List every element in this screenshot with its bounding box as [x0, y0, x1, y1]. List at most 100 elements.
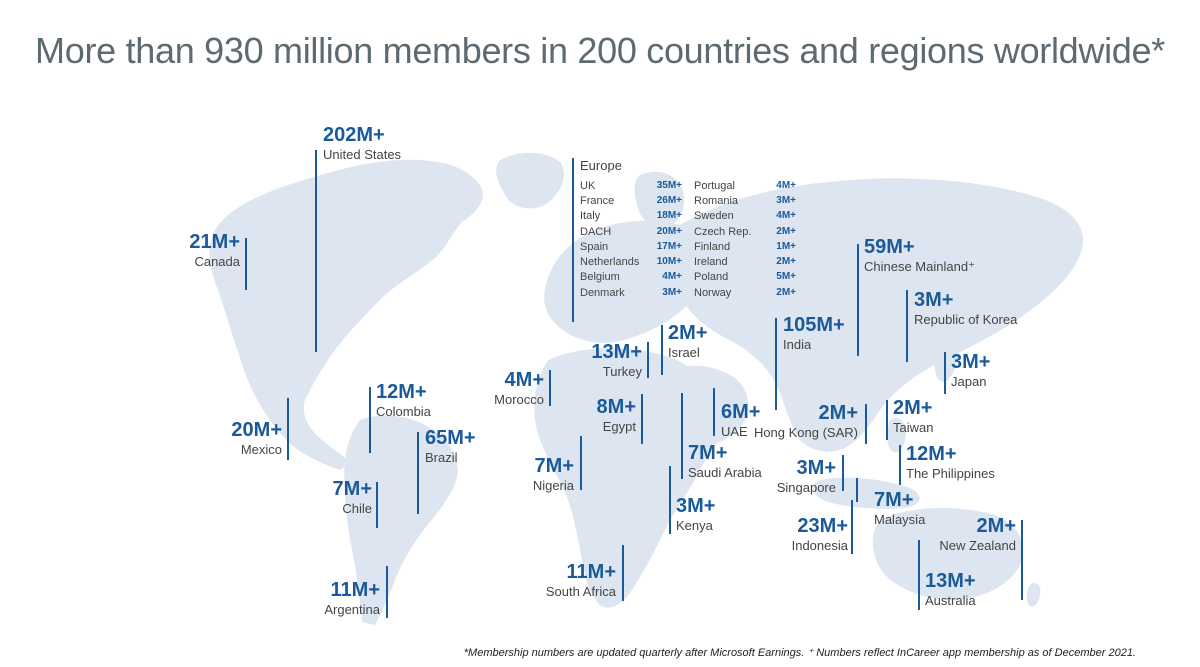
leader-uae [713, 388, 715, 436]
region-value: 21M+ [189, 231, 240, 253]
region-label-china: 59M+ Chinese Mainland⁺ [864, 237, 975, 273]
region-label-indonesia: 23M+ Indonesia [760, 516, 848, 552]
region-value: 59M+ [864, 236, 915, 258]
page-title: More than 930 million members in 200 cou… [35, 30, 1165, 71]
region-value: 2M+ [668, 322, 708, 344]
europe-value: 3M+ [776, 195, 796, 206]
region-name: UAE [721, 424, 748, 439]
europe-row: France 26M+ [580, 195, 690, 210]
europe-row: Ireland 2M+ [694, 256, 804, 271]
leader-morocco [549, 370, 551, 406]
region-name: Brazil [425, 450, 458, 465]
region-value: 8M+ [596, 396, 636, 418]
leader-south-africa [622, 545, 624, 601]
europe-value: 2M+ [776, 226, 796, 237]
region-name: India [783, 337, 812, 352]
region-value: 7M+ [332, 478, 372, 500]
europe-row: Czech Rep. 2M+ [694, 226, 804, 241]
leader-argentina [386, 566, 388, 618]
europe-country: Poland [694, 271, 729, 283]
region-label-hong-kong: 2M+ Hong Kong (SAR) [748, 403, 858, 439]
europe-row: Netherlands 10M+ [580, 256, 690, 271]
europe-country: Finland [694, 241, 731, 253]
europe-row: Portugal 4M+ [694, 180, 804, 195]
leader-europe [572, 158, 574, 322]
region-name: Chile [342, 501, 372, 516]
region-label-mexico: 20M+ Mexico [200, 420, 282, 456]
region-name: The Philippines [906, 466, 995, 481]
europe-country: Belgium [580, 271, 620, 283]
europe-value: 35M+ [656, 180, 682, 191]
region-name: Colombia [376, 404, 431, 419]
region-value: 3M+ [796, 457, 836, 479]
leader-egypt [641, 394, 643, 444]
region-value: 11M+ [330, 579, 380, 601]
europe-heading: Europe [580, 158, 622, 173]
region-name: Hong Kong (SAR) [753, 425, 858, 440]
region-value: 6M+ [721, 401, 761, 423]
leader-israel [661, 325, 663, 375]
region-label-philippines: 12M+ The Philippines [906, 444, 995, 480]
indonesia-landmass [813, 477, 920, 509]
region-label-united-states: 202M+ United States [323, 125, 401, 161]
region-label-brazil: 65M+ Brazil [425, 428, 476, 464]
north-america-landmass [209, 159, 483, 470]
region-name: Saudi Arabia [688, 465, 762, 480]
region-name: Australia [925, 593, 976, 608]
australia-landmass [872, 508, 1023, 600]
new-zealand-landmass [1026, 583, 1041, 607]
region-value: 13M+ [925, 570, 976, 592]
region-label-nigeria: 7M+ Nigeria [500, 456, 574, 492]
leader-china [857, 244, 859, 356]
region-value: 7M+ [688, 442, 728, 464]
region-name: Turkey [602, 364, 642, 379]
region-label-argentina: 11M+ Argentina [296, 580, 380, 616]
europe-value: 18M+ [656, 210, 682, 221]
region-label-kenya: 3M+ Kenya [676, 496, 715, 532]
leader-hong-kong [865, 404, 867, 444]
leader-korea [906, 290, 908, 362]
region-label-taiwan: 2M+ Taiwan [893, 398, 933, 434]
region-label-colombia: 12M+ Colombia [376, 382, 431, 418]
europe-value: 26M+ [656, 195, 682, 206]
europe-row: Sweden 4M+ [694, 210, 804, 225]
region-name: Egypt [602, 419, 636, 434]
europe-row: DACH 20M+ [580, 226, 690, 241]
europe-country: Italy [580, 210, 601, 222]
region-label-korea: 3M+ Republic of Korea [914, 290, 1017, 326]
europe-row: Spain 17M+ [580, 241, 690, 256]
region-label-japan: 3M+ Japan [951, 352, 990, 388]
europe-value: 10M+ [656, 256, 682, 267]
europe-row: Denmark 3M+ [580, 287, 690, 302]
europe-value: 2M+ [776, 256, 796, 267]
leader-japan [944, 352, 946, 394]
region-label-malaysia: 7M+ Malaysia [874, 490, 925, 526]
region-label-india: 105M+ India [783, 315, 845, 351]
europe-value: 17M+ [656, 241, 682, 252]
leader-australia [918, 540, 920, 610]
region-label-new-zealand: 2M+ New Zealand [920, 516, 1016, 552]
region-value: 2M+ [893, 397, 933, 419]
greenland-landmass [496, 152, 565, 209]
europe-breakdown: Europe UK 35M+ France 26M+ Italy 18M+ DACH 2… [574, 158, 796, 299]
leader-indonesia [851, 500, 853, 554]
europe-country: Norway [694, 287, 732, 299]
leader-singapore [842, 455, 844, 491]
region-name: Argentina [324, 602, 380, 617]
region-label-egypt: 8M+ Egypt [560, 397, 636, 433]
region-value: 20M+ [231, 419, 282, 441]
europe-row: Belgium 4M+ [580, 271, 690, 286]
region-value: 105M+ [783, 314, 845, 336]
region-label-canada: 21M+ Canada [158, 232, 240, 268]
leader-india [775, 318, 777, 410]
region-value: 3M+ [676, 495, 716, 517]
region-name: Kenya [676, 518, 713, 533]
europe-row: Romania 3M+ [694, 195, 804, 210]
leader-kenya [669, 466, 671, 534]
region-label-turkey: 13M+ Turkey [568, 342, 642, 378]
europe-country: Ireland [694, 256, 728, 268]
region-name: South Africa [545, 584, 616, 599]
europe-country: France [580, 195, 615, 207]
region-value: 12M+ [376, 381, 427, 403]
